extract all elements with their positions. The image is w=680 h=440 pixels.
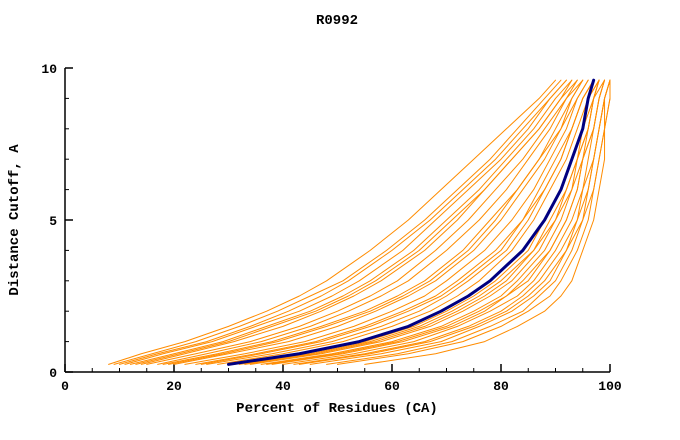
series-model-06 [146, 79, 578, 365]
series-highlighted-model [227, 78, 596, 366]
series-model-24 [364, 79, 611, 365]
y-axis-label: Distance Cutoff, A [7, 144, 23, 296]
series-model-12 [206, 79, 595, 365]
y-tick-label: 10 [41, 62, 57, 77]
series-model-30 [298, 79, 611, 365]
series-model-13 [217, 79, 595, 365]
series-model-31 [124, 79, 567, 365]
series-model-05 [140, 79, 578, 365]
series-model-08 [162, 79, 584, 365]
x-tick-label: 80 [493, 379, 509, 394]
x-axis-label: Percent of Residues (CA) [236, 401, 438, 417]
series-model-26 [168, 79, 584, 365]
series-model-10 [184, 79, 589, 365]
x-tick-label: 60 [384, 379, 400, 394]
x-tick-label: 100 [598, 379, 622, 394]
y-tick-label: 0 [49, 366, 57, 381]
axes: 0 20 40 60 80 100 0 5 10 [41, 62, 622, 394]
series-model-03 [129, 79, 573, 365]
series-model-11 [195, 79, 595, 365]
series-model-01 [108, 79, 556, 365]
series-model-07 [157, 79, 584, 365]
series-model-27 [200, 79, 595, 365]
series-model-17 [260, 79, 606, 365]
chart-title: R0992 [316, 13, 358, 29]
x-tick-label: 0 [61, 379, 69, 394]
series-model-23 [337, 79, 611, 365]
series-model-19 [282, 79, 606, 365]
series-model-29 [266, 79, 606, 365]
series-model-09 [173, 79, 589, 365]
series-model-32 [244, 79, 600, 365]
x-tick-label: 20 [166, 379, 182, 394]
series-lines [108, 78, 611, 366]
series-model-04 [113, 79, 562, 365]
series-model-02 [119, 79, 567, 365]
y-tick-label: 5 [49, 214, 57, 229]
series-model-25 [135, 79, 573, 365]
x-tick-label: 40 [275, 379, 291, 394]
